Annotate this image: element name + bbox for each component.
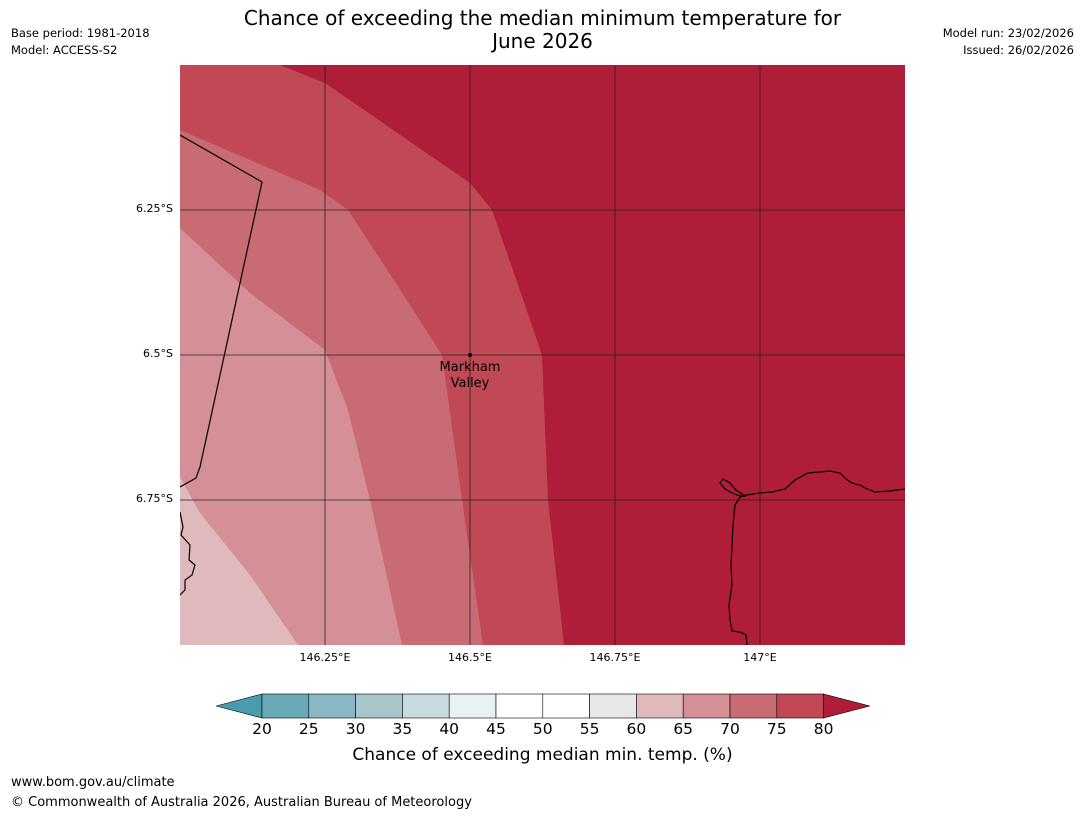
colorbar-tick-label: 65 (673, 720, 694, 738)
footer-url: www.bom.gov.au/climate (11, 775, 175, 790)
colorbar-label: Chance of exceeding median min. temp. (%… (352, 745, 733, 765)
band-65-70 (180, 228, 402, 645)
issued-date: Issued: 26/02/2026 (963, 43, 1074, 57)
lon-label-147: 147°E (743, 651, 777, 664)
model-run: Model run: 23/02/2026 (942, 26, 1074, 40)
model-name: Model: ACCESS-S2 (11, 43, 118, 57)
base-period: Base period: 1981-2018 (11, 26, 150, 40)
map-title-line1: Chance of exceeding the median minimum t… (243, 6, 842, 30)
lon-label-146-25: 146.25°E (299, 651, 351, 664)
meta-left: Base period: 1981-2018 Model: ACCESS-S2 (11, 25, 150, 59)
coastline-gulf (719, 470, 905, 645)
colorbar-cell (589, 693, 637, 719)
boundaries (180, 134, 905, 645)
graticule (180, 65, 905, 645)
place-label: Markham Valley (425, 360, 515, 392)
colorbar-cell (495, 693, 544, 719)
place-label-line1: Markham (439, 360, 501, 375)
colorbar-extend-high (823, 693, 870, 719)
colorbar-tick-label: 60 (626, 720, 647, 738)
colorbar-tick-label: 25 (298, 720, 319, 738)
map-title-line2: June 2026 (492, 29, 593, 53)
markham-valley-marker (468, 353, 472, 357)
colorbar-cell (636, 693, 684, 719)
lat-label-6-75: 6.75°S (136, 492, 173, 505)
colorbar-tick-label: 75 (766, 720, 787, 738)
meta-right: Model run: 23/02/2026 Issued: 26/02/2026 (943, 25, 1074, 59)
colorbar-tick-label: 35 (392, 720, 413, 738)
colorbar-tick-label: 20 (252, 720, 272, 738)
colorbar-tick-label: 40 (439, 720, 460, 738)
colorbar-cell (542, 693, 590, 719)
colorbar-cell (682, 693, 731, 719)
coastline-west (180, 511, 196, 596)
lat-label-6-25: 6.25°S (136, 202, 173, 215)
colorbar-cell (448, 693, 497, 719)
lon-label-146-75: 146.75°E (589, 651, 641, 664)
footer-copyright: © Commonwealth of Australia 2026, Austra… (11, 795, 472, 810)
colorbar-tick-label: 80 (813, 720, 834, 738)
colorbar-tick-label: 70 (720, 720, 740, 738)
lon-label-146-5: 146.5°E (448, 651, 492, 664)
colorbar-cell (729, 693, 778, 719)
colorbar-tick-label: 30 (345, 720, 366, 738)
colorbar-tick-label: 50 (532, 720, 553, 738)
colorbar-tick-label: 55 (579, 720, 600, 738)
colorbar (216, 693, 870, 719)
colorbar-extend-low (216, 693, 263, 719)
lat-label-6-5: 6.5°S (143, 347, 173, 360)
colorbar-cell (308, 693, 356, 719)
colorbar-cells (216, 693, 870, 719)
forecast-map (180, 65, 905, 645)
province-boundary (180, 134, 263, 488)
band-60-65 (180, 477, 298, 645)
map-title: Chance of exceeding the median minimum t… (0, 7, 1085, 53)
colorbar-cell (776, 693, 824, 719)
colorbar-tick-label: 45 (486, 720, 506, 738)
colorbar-cell (261, 693, 310, 719)
colorbar-cell (355, 693, 403, 719)
colorbar-cell (402, 693, 450, 719)
place-label-line2: Valley (450, 376, 490, 391)
